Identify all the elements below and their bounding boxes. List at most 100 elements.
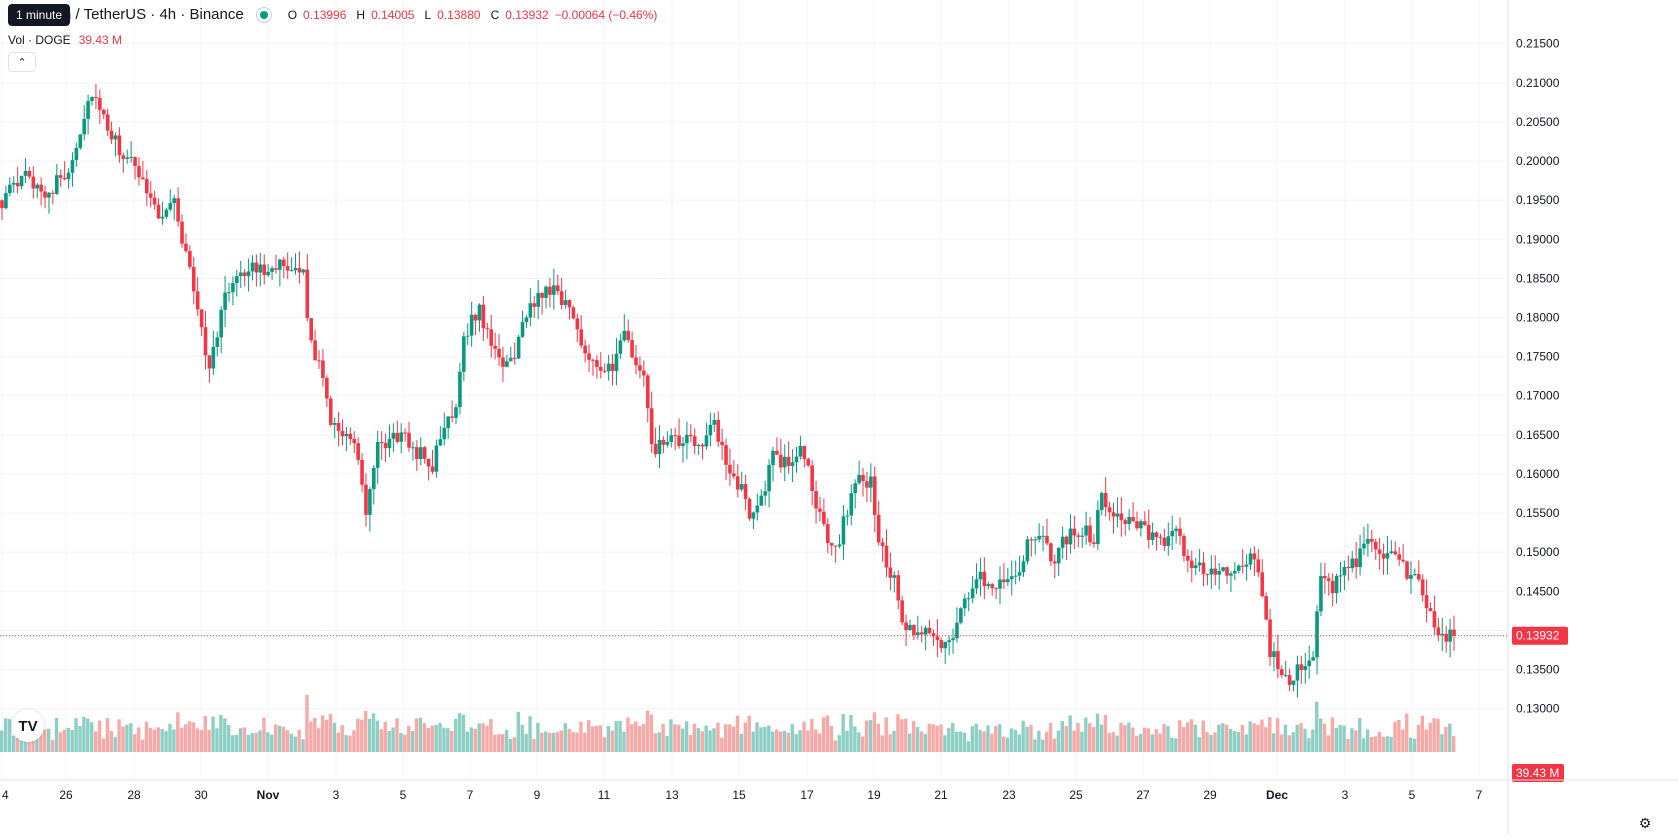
candle-body <box>599 366 603 371</box>
price-tick-label: 0.15500 <box>1516 506 1560 520</box>
candle-body <box>505 361 509 367</box>
volume-bar <box>1358 718 1362 752</box>
candle-body <box>1244 564 1249 567</box>
candle-body <box>485 328 490 330</box>
candle-body <box>219 309 223 338</box>
volume-bar <box>242 727 247 752</box>
volume-label: Vol · DOGE <box>8 33 71 47</box>
volume-bar <box>35 730 39 752</box>
volume-bar <box>1373 736 1378 752</box>
high-value: 0.14005 <box>371 7 415 22</box>
candle-body <box>199 309 204 328</box>
tradingview-logo-icon[interactable]: TV <box>12 710 44 742</box>
candle-body <box>610 363 615 372</box>
symbol-legend[interactable]: Dogecoin / TetherUS · 4h · Binance O 0.13… <box>8 6 657 23</box>
volume-bar <box>602 737 607 752</box>
volume-bar <box>970 726 975 752</box>
volume-bar <box>1001 736 1006 752</box>
price-axis[interactable]: 0.21500 0.21000 0.20500 0.20000 0.19500 0.190… <box>1507 0 1568 835</box>
candle-body <box>1197 562 1202 566</box>
volume-bar <box>1252 723 1256 752</box>
volume-bar <box>1213 732 1217 752</box>
market-status-icon[interactable] <box>255 6 272 23</box>
candle-body <box>1436 627 1441 636</box>
volume-bar <box>152 729 157 752</box>
volume-bar <box>180 727 184 752</box>
volume-bar <box>923 733 928 752</box>
volume-bar <box>1205 732 1209 752</box>
volume-bar <box>810 718 814 752</box>
volume-bar <box>203 715 207 752</box>
candle-body <box>1272 651 1276 658</box>
candle-body <box>172 198 177 204</box>
volume-bar <box>731 726 736 752</box>
volume-bar <box>1268 717 1272 752</box>
volume-bar <box>540 732 544 752</box>
candle-body <box>614 353 619 372</box>
candle-body <box>845 515 850 517</box>
candle-body <box>1252 553 1257 560</box>
volume-bar <box>187 721 192 752</box>
open-value: 0.13996 <box>303 7 347 22</box>
gear-icon[interactable]: ⚙ <box>1638 814 1652 831</box>
time-tick-label: 11 <box>598 788 611 802</box>
collapse-legend-button[interactable]: ⌃ <box>8 52 36 72</box>
volume-bar <box>747 715 751 752</box>
candle-body <box>642 370 646 376</box>
candle-body <box>939 640 944 649</box>
volume-bar <box>1142 727 1147 752</box>
volume-bar <box>46 728 51 752</box>
candle-body <box>743 484 748 500</box>
volume-bar <box>1099 724 1104 752</box>
volume-bar <box>958 731 963 752</box>
volume-bar <box>31 732 35 752</box>
volume-bar <box>864 720 869 752</box>
volume-bar <box>1033 739 1037 752</box>
volume-bar <box>172 729 176 752</box>
candle-body <box>540 292 544 298</box>
interval-tooltip: 1 minute <box>8 4 71 26</box>
candle-body <box>1052 561 1057 564</box>
volume-bar <box>281 726 286 752</box>
candle-body <box>332 423 337 425</box>
volume-bar <box>399 732 403 752</box>
volume-bar <box>782 730 787 752</box>
volume-bar <box>696 728 701 752</box>
volume-bar <box>1013 729 1018 752</box>
candle-body <box>1409 574 1413 579</box>
time-axis[interactable]: 4 26 28 30 Nov 3 5 7 9 11 13 15 17 19 21 23 25 27 29 Dec 3 5 7 <box>0 779 1678 802</box>
candle-body <box>0 200 4 209</box>
volume-bar <box>724 724 728 752</box>
price-tick-label: 0.21000 <box>1516 76 1560 90</box>
volume-bar <box>1228 728 1233 752</box>
volume-bar <box>1150 734 1155 752</box>
candle-body <box>1037 535 1041 540</box>
volume-legend[interactable]: Vol · DOGE 39.43 M <box>8 33 122 47</box>
candle-body <box>1221 567 1225 571</box>
volume-bar <box>630 724 634 752</box>
volume-bar <box>93 731 98 752</box>
candle-body <box>274 268 278 270</box>
candle-body <box>1189 560 1194 569</box>
volume-bar <box>907 733 912 752</box>
candle-body <box>1170 531 1175 537</box>
candle-body <box>188 251 192 267</box>
candle-body <box>43 191 47 198</box>
volume-bar <box>66 727 70 752</box>
volume-bar <box>900 719 904 752</box>
volume-bar <box>872 712 877 752</box>
volume-bar <box>735 715 740 752</box>
candle-body <box>325 378 329 399</box>
candle-body <box>328 398 333 425</box>
volume-bar <box>11 735 16 752</box>
candle-body <box>4 193 8 209</box>
candle-body <box>113 135 118 140</box>
candle-body <box>552 285 556 295</box>
volume-bar <box>1420 715 1425 752</box>
candle-body <box>407 432 411 448</box>
candle-body <box>579 329 584 346</box>
candle-body <box>1295 664 1300 681</box>
candle-body <box>986 584 991 587</box>
